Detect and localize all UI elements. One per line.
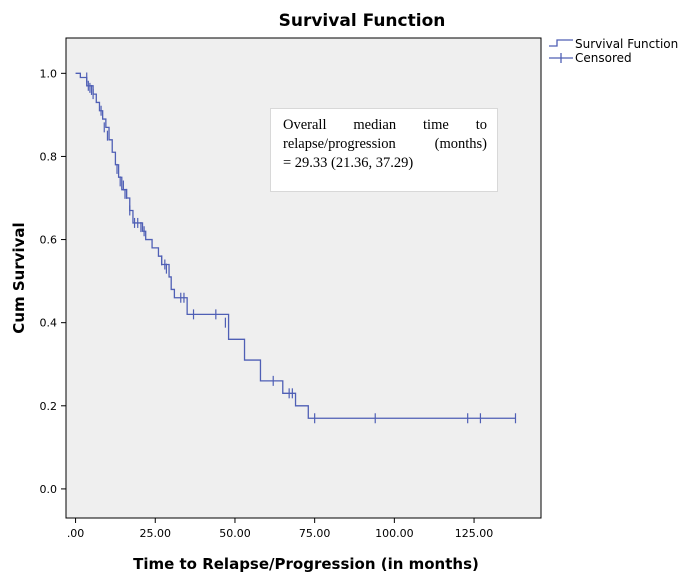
annotation-line-2: relapse/progression (months) <box>283 136 487 152</box>
legend-censored-label: Censored <box>575 51 632 65</box>
y-tick-label: 0.6 <box>40 234 58 247</box>
y-tick-label: 0.0 <box>40 483 58 496</box>
y-tick-label: 0.2 <box>40 400 58 413</box>
y-tick-label: 0.4 <box>40 317 58 330</box>
y-tick-label: 1.0 <box>40 67 58 80</box>
x-axis: .00 25.00 50.00 75.00 100.00 125.00 <box>67 518 493 540</box>
x-axis-label: Time to Relapse/Progression (in months) <box>133 555 479 573</box>
chart-title: Survival Function <box>279 11 446 31</box>
annotation-line-1: Overall median time to <box>283 117 487 133</box>
x-tick-label: .00 <box>67 527 85 540</box>
annotation-line-3: = 29.33 (21.36, 37.29) <box>283 155 414 171</box>
x-tick-label: 75.00 <box>299 527 331 540</box>
x-tick-label: 125.00 <box>455 527 494 540</box>
median-annotation: Overall median time to relapse/progressi… <box>270 108 498 192</box>
y-tick-label: 0.8 <box>40 150 58 163</box>
y-axis-label: Cum Survival <box>10 222 28 333</box>
legend-survival-swatch <box>549 39 573 47</box>
y-axis: 0.0 0.2 0.4 0.6 0.8 1.0 <box>40 67 66 496</box>
legend: Survival Function Censored <box>549 37 678 65</box>
x-tick-label: 50.00 <box>219 527 251 540</box>
x-tick-label: 25.00 <box>140 527 172 540</box>
legend-survival-label: Survival Function <box>575 37 678 51</box>
censored-marks <box>86 72 517 424</box>
x-tick-label: 100.00 <box>375 527 414 540</box>
